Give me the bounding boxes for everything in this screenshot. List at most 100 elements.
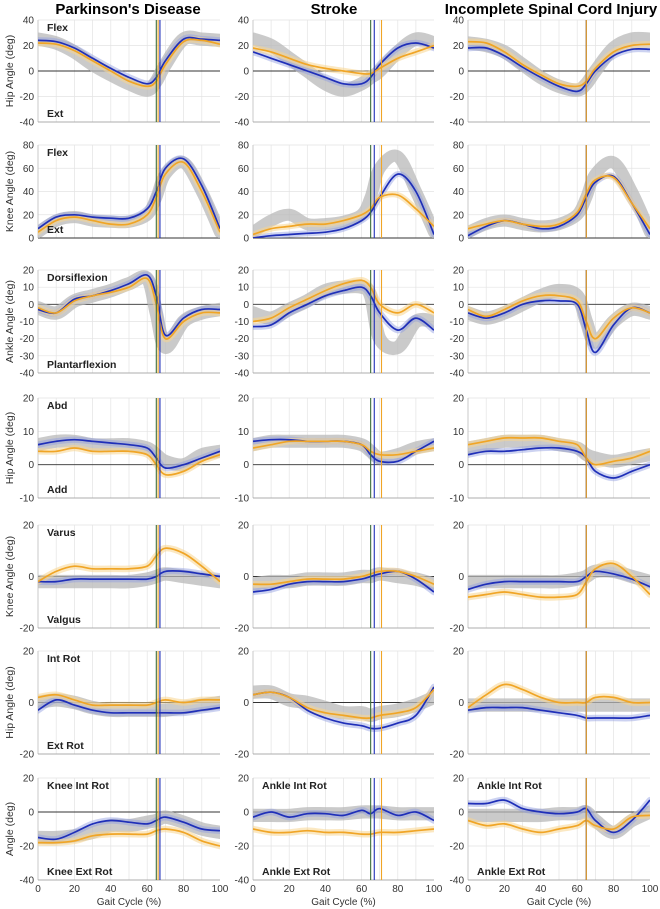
plot-area	[468, 681, 650, 722]
panel: 20 10 0 -10 -20 -30 -40 Dorsiflexion Plantarflex…	[20, 266, 220, 380]
plot-area	[38, 434, 220, 479]
y-tick-label: 20	[23, 41, 35, 52]
y-tick-label: 20	[453, 210, 465, 221]
orange-series-line	[253, 193, 434, 236]
y-tick-label: 10	[453, 427, 465, 438]
annotation-top: Dorsiflexion	[47, 272, 108, 284]
y-tick-label: -40	[450, 118, 465, 129]
orange-series-line	[468, 436, 650, 466]
x-tick-label: 40	[535, 884, 547, 895]
y-tick-label: 0	[28, 698, 34, 709]
y-tick-label: -20	[450, 750, 465, 761]
blue-series-line	[468, 446, 650, 479]
blue-series-line	[468, 570, 650, 591]
x-tick-label: 100	[212, 884, 229, 895]
y-tick-label: 20	[453, 647, 465, 658]
column-title-parkinsons: Parkinson's Disease	[55, 1, 200, 18]
y-tick-label: 0	[243, 300, 249, 311]
orange-series-line	[38, 447, 220, 476]
y-tick-label: 10	[238, 427, 250, 438]
panel: 20 10 0 -10 Abd Add	[20, 394, 220, 505]
annotation-bottom: Ext Rot	[47, 740, 84, 752]
panel: 20 10 0 -10	[235, 394, 434, 505]
y-tick-label: 20	[238, 266, 250, 277]
orange-series-line	[38, 160, 220, 233]
y-tick-label: 40	[23, 187, 35, 198]
blue-series-line	[38, 570, 220, 583]
y-tick-label: 20	[238, 647, 250, 658]
y-tick-label: 20	[23, 774, 35, 785]
annotation-bottom: Knee Ext Rot	[47, 866, 113, 878]
plot-area	[253, 567, 434, 596]
panel: 20 10 0 -10 -20 -30 -40	[450, 266, 650, 380]
annotation-top: Flex	[47, 22, 68, 34]
y-tick-label: 0	[28, 808, 34, 819]
y-tick-label: 0	[458, 698, 464, 709]
y-tick-label: -10	[450, 494, 465, 505]
annotation-bottom: Ankle Ext Rot	[262, 866, 331, 878]
panel: 80 60 40 20 0	[238, 141, 434, 245]
y-tick-label: 10	[23, 283, 35, 294]
y-tick-label: -20	[235, 624, 250, 635]
panel: 20 10 0 -10 -20 -30 -40	[235, 266, 434, 380]
blue-series-line	[253, 807, 434, 822]
blue-series-line	[38, 273, 220, 337]
annotation-top: Flex	[47, 147, 68, 159]
y-tick-label: 0	[458, 234, 464, 245]
y-tick-label: 0	[243, 67, 249, 78]
plot-area	[253, 149, 434, 238]
y-tick-label: -40	[20, 369, 35, 380]
plot-area	[253, 276, 434, 356]
y-tick-label: -40	[20, 118, 35, 129]
y-tick-label: 80	[23, 141, 35, 152]
y-tick-label: 80	[238, 141, 250, 152]
y-tick-label: -10	[235, 317, 250, 328]
y-tick-label: 60	[238, 164, 250, 175]
y-tick-label: 0	[28, 300, 34, 311]
panel: 20 0 -20	[450, 521, 650, 635]
y-tick-label: 20	[453, 41, 465, 52]
y-tick-label: 60	[453, 164, 465, 175]
orange-series-line	[38, 277, 220, 340]
y-tick-label: -30	[450, 351, 465, 362]
annotation-top: Abd	[47, 400, 67, 412]
x-tick-label: 40	[105, 884, 117, 895]
y-tick-label: -40	[235, 118, 250, 129]
orange-series-line	[468, 814, 650, 834]
orange-series-line	[38, 693, 220, 707]
y-tick-label: 20	[453, 394, 465, 405]
annotation-top: Varus	[47, 527, 76, 539]
blue-series-line	[468, 46, 650, 93]
orange-series-line	[38, 828, 220, 847]
blue-series-line	[38, 816, 220, 841]
y-tick-label: -20	[20, 624, 35, 635]
x-tick-label: 80	[608, 884, 620, 895]
panel: 20 0 -20 -40 Ankle Int Rot Ankle Ext Rot 0 20 40…	[450, 774, 659, 909]
y-tick-label: 0	[243, 460, 249, 471]
row-label: Hip Angle (deg)	[4, 35, 16, 107]
panel: 20 0 -20	[235, 521, 434, 635]
x-tick-label: 80	[178, 884, 190, 895]
y-tick-label: -20	[20, 750, 35, 761]
y-tick-label: -10	[235, 494, 250, 505]
y-tick-label: 10	[23, 427, 35, 438]
panel: 20 0 -20	[235, 647, 434, 761]
orange-series-line	[468, 175, 650, 230]
y-tick-label: 20	[238, 41, 250, 52]
blue-series-line	[253, 286, 434, 331]
y-tick-label: -40	[235, 369, 250, 380]
x-tick-label: 100	[642, 884, 659, 895]
y-tick-label: 0	[458, 808, 464, 819]
plot-area	[253, 434, 434, 466]
x-tick-label: 20	[284, 884, 296, 895]
y-tick-label: 20	[23, 266, 35, 277]
panel: 80 60 40 20 0	[453, 141, 650, 245]
y-tick-label: 20	[23, 394, 35, 405]
panel: 40 20 0 -20 -40	[450, 16, 650, 129]
row-label: Knee Angle (deg)	[4, 151, 16, 232]
x-tick-label: 80	[392, 884, 404, 895]
orange-series-line	[253, 440, 434, 456]
annotation-bottom: Ankle Ext Rot	[477, 866, 546, 878]
y-tick-label: -10	[450, 317, 465, 328]
